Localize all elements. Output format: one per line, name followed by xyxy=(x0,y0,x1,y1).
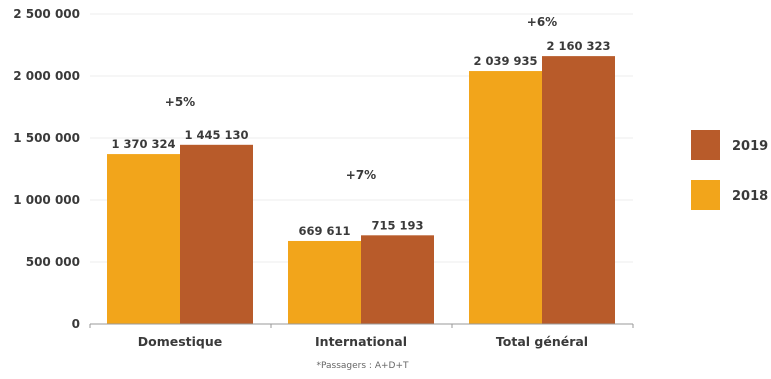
growth-label: +7% xyxy=(346,168,376,182)
legend-swatch-2018 xyxy=(691,180,720,210)
footnote: *Passagers : A+D+T xyxy=(316,361,409,371)
bar-2018 xyxy=(469,71,542,324)
bar-2018 xyxy=(288,240,361,324)
y-tick-label: 2 500 000 xyxy=(13,7,80,21)
data-labels: 1 370 324 1 445 130 Domestique 669 611 715 1… xyxy=(111,15,610,349)
legend-label-2018: 2018 xyxy=(732,189,768,204)
legend: 2019 2018 xyxy=(691,130,768,210)
value-label: 1 370 324 xyxy=(111,137,175,151)
value-label: 669 611 xyxy=(298,224,350,238)
y-tick-label: 2 000 000 xyxy=(13,69,80,83)
y-axis-ticks: 0 500 000 1 000 000 1 500 000 2 000 000 2 500… xyxy=(13,7,80,331)
x-tick-label: International xyxy=(315,334,407,349)
value-label: 1 445 130 xyxy=(184,128,248,142)
legend-label-2019: 2019 xyxy=(732,139,768,154)
growth-label: +5% xyxy=(165,95,195,109)
value-label: 715 193 xyxy=(371,218,423,232)
growth-label: +6% xyxy=(527,15,557,29)
legend-swatch-2019 xyxy=(691,130,720,160)
value-label: 2 039 935 xyxy=(473,54,537,68)
bar-2018 xyxy=(107,154,180,324)
value-label: 2 160 323 xyxy=(546,39,610,53)
y-tick-label: 1 000 000 xyxy=(13,193,80,207)
x-tick-label: Total général xyxy=(496,334,588,349)
bars xyxy=(107,56,615,325)
x-axis xyxy=(89,323,634,328)
bar-2019 xyxy=(180,144,253,324)
bar-2019 xyxy=(542,56,615,325)
bar-2019 xyxy=(361,235,434,324)
y-tick-label: 1 500 000 xyxy=(13,131,80,145)
y-tick-label: 0 xyxy=(72,317,80,331)
y-tick-label: 500 000 xyxy=(26,255,80,269)
x-tick-label: Domestique xyxy=(138,334,223,349)
